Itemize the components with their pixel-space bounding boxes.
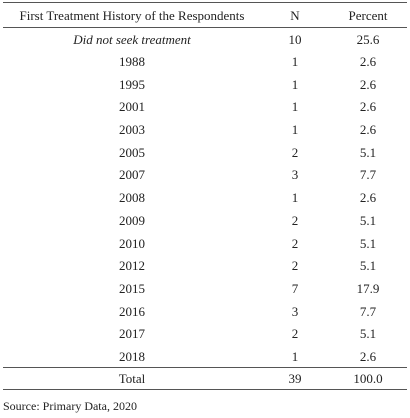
row-label: 1995 — [119, 76, 145, 92]
row-percent: 5.1 — [359, 144, 377, 160]
table-row: 2015 7 17.9 — [3, 277, 407, 300]
table-row: 2017 2 5.1 — [3, 322, 407, 345]
header-row: First Treatment History of the Responden… — [3, 2, 407, 28]
row-n: 1 — [291, 54, 299, 70]
row-n: 1 — [291, 99, 299, 115]
row-percent: 2.6 — [359, 122, 377, 138]
row-n: 2 — [291, 235, 299, 251]
row-percent: 25.6 — [356, 31, 380, 47]
row-n: 10 — [288, 31, 302, 47]
row-n: 2 — [291, 258, 299, 274]
table-row: 2008 1 2.6 — [3, 186, 407, 209]
row-n: 1 — [291, 190, 299, 206]
table-header: First Treatment History of the Responden… — [3, 2, 407, 28]
row-percent: 7.7 — [359, 303, 377, 319]
row-percent: 17.9 — [356, 280, 380, 296]
row-label: 2016 — [119, 303, 145, 319]
table-row: 2001 1 2.6 — [3, 96, 407, 119]
table-row: 1988 1 2.6 — [3, 50, 407, 73]
header-percent: Percent — [329, 2, 407, 28]
row-label: 2018 — [119, 348, 145, 364]
table-row: 2007 3 7.7 — [3, 164, 407, 187]
table-row: 2018 1 2.6 — [3, 345, 407, 368]
row-percent: 2.6 — [359, 348, 377, 364]
row-label: 2015 — [119, 280, 145, 296]
row-percent: 5.1 — [359, 212, 377, 228]
row-label: 2017 — [119, 326, 145, 342]
row-percent: 2.6 — [359, 99, 377, 115]
row-n: 3 — [291, 167, 299, 183]
table-row: 2005 2 5.1 — [3, 141, 407, 164]
row-label: 2009 — [119, 212, 145, 228]
source-note: Source: Primary Data, 2020 — [3, 399, 137, 413]
total-percent: 100.0 — [329, 367, 407, 391]
row-label: 2010 — [119, 235, 145, 251]
row-label: 2012 — [119, 258, 145, 274]
row-n: 2 — [291, 212, 299, 228]
row-n: 1 — [291, 348, 299, 364]
total-n: 39 — [261, 367, 329, 391]
table-row: 2003 1 2.6 — [3, 118, 407, 141]
row-label: 2007 — [119, 167, 145, 183]
row-percent: 7.7 — [359, 167, 377, 183]
row-percent: 5.1 — [359, 326, 377, 342]
total-label: Total — [3, 367, 261, 391]
row-percent: 5.1 — [359, 235, 377, 251]
row-n: 1 — [291, 76, 299, 92]
table-row: Did not seek treatment 10 25.6 — [3, 28, 407, 51]
row-n: 3 — [291, 303, 299, 319]
row-label: 2008 — [119, 190, 145, 206]
header-label: First Treatment History of the Responden… — [3, 2, 261, 28]
treatment-history-table: First Treatment History of the Responden… — [3, 2, 407, 391]
total-row: Total 39 100.0 — [3, 367, 407, 391]
table-row: 2012 2 5.1 — [3, 254, 407, 277]
table-row: 1995 1 2.6 — [3, 73, 407, 96]
row-label: 1988 — [119, 54, 145, 70]
row-label: 2003 — [119, 122, 145, 138]
row-n: 7 — [291, 280, 299, 296]
table-body: Did not seek treatment 10 25.6 1988 1 2.… — [3, 28, 407, 368]
row-percent: 2.6 — [359, 190, 377, 206]
row-percent: 2.6 — [359, 54, 377, 70]
table-row: 2016 3 7.7 — [3, 300, 407, 323]
table-row: 2010 2 5.1 — [3, 232, 407, 255]
row-percent: 5.1 — [359, 258, 377, 274]
row-n: 2 — [291, 144, 299, 160]
row-percent: 2.6 — [359, 76, 377, 92]
row-n: 2 — [291, 326, 299, 342]
row-n: 1 — [291, 122, 299, 138]
row-label: Did not seek treatment — [73, 31, 191, 47]
table-footer: Total 39 100.0 — [3, 367, 407, 391]
header-n: N — [261, 2, 329, 28]
table-row: 2009 2 5.1 — [3, 209, 407, 232]
row-label: 2005 — [119, 144, 145, 160]
row-label: 2001 — [119, 99, 145, 115]
